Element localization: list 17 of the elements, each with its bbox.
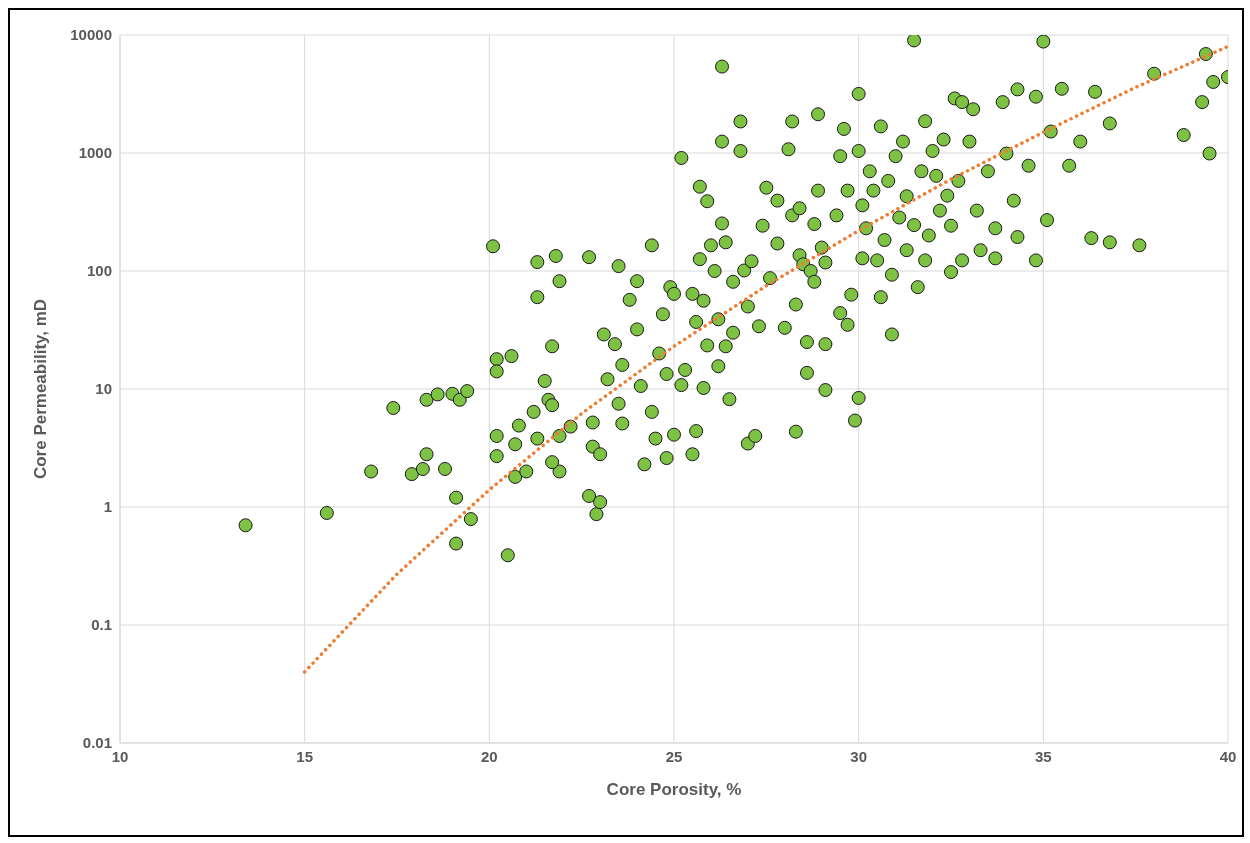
x-tick-label: 15 [296, 747, 314, 765]
y-tick-label: 1 [103, 498, 112, 516]
y-tick-label: 10000 [70, 26, 112, 44]
line-series [302, 44, 1228, 674]
x-tick-label: 20 [480, 747, 498, 765]
x-tick-label: 25 [665, 747, 683, 765]
y-axis-title: Core Permeability, mD [31, 298, 51, 480]
x-tick-label: 10 [111, 747, 129, 765]
x-tick-label: 40 [1219, 747, 1237, 765]
y-tick-label: 100 [86, 262, 112, 280]
y-tick-label: 0.01 [82, 734, 112, 752]
x-tick-label: 35 [1034, 747, 1052, 765]
y-tick-label: 10 [95, 380, 112, 398]
y-tick-label: 0.1 [91, 616, 112, 634]
y-tick-label: 1000 [78, 144, 112, 162]
x-tick-label: 30 [850, 747, 868, 765]
x-axis-title: Core Porosity, % [606, 780, 742, 799]
